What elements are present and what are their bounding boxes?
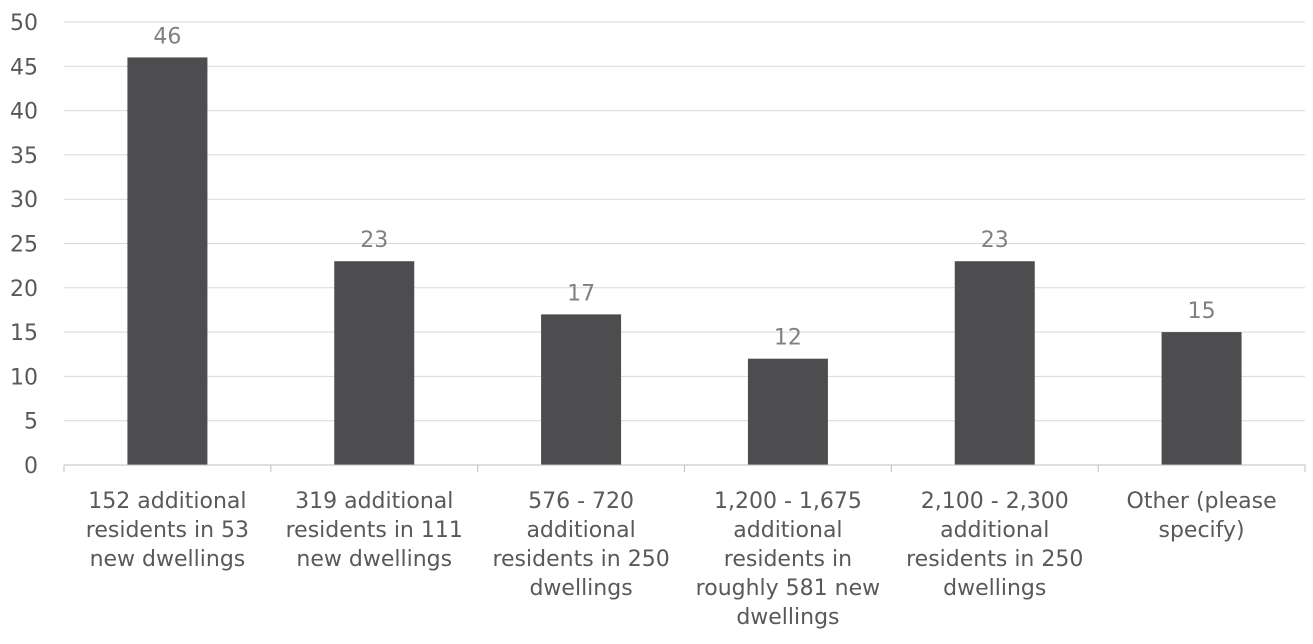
data-label: 12	[774, 326, 802, 351]
category-label-line: 319 additional	[295, 489, 453, 514]
category-label-line: residents in	[724, 547, 852, 572]
category-label-line: specify)	[1159, 518, 1245, 543]
y-axis-ticks: 0 5 10 15 20 25 30 35 40 45 50	[10, 11, 38, 479]
bar-6[interactable]	[1161, 332, 1242, 465]
bars	[127, 57, 1242, 465]
y-tick-label: 0	[24, 454, 38, 479]
category-label-line: residents in 111	[286, 518, 463, 543]
bar-1[interactable]	[127, 57, 208, 465]
data-label: 46	[153, 24, 181, 49]
category-label-line: new dwellings	[90, 547, 246, 572]
bar-5[interactable]	[954, 261, 1035, 465]
data-label: 15	[1188, 299, 1216, 324]
y-tick-label: 35	[10, 144, 38, 169]
data-label: 17	[567, 281, 595, 306]
category-label-line: new dwellings	[296, 547, 452, 572]
y-tick-label: 50	[10, 11, 38, 36]
bar-4[interactable]	[747, 358, 828, 465]
category-label-line: residents in 250	[906, 547, 1083, 572]
gridlines	[64, 21, 1305, 422]
data-label: 23	[360, 228, 388, 253]
y-tick-label: 40	[10, 100, 38, 125]
category-label-line: additional	[940, 518, 1049, 543]
category-label: 319 additional residents in 111 new dwelli…	[286, 489, 463, 572]
y-tick-label: 15	[10, 321, 38, 346]
category-label-line: additional	[733, 518, 842, 543]
y-tick-label: 45	[10, 55, 38, 80]
category-label: 576 - 720 additional residents in 250 dwell…	[492, 489, 669, 601]
category-label-line: roughly 581 new	[696, 576, 880, 601]
category-label: 1,200 - 1,675 additional residents in rough…	[696, 489, 880, 630]
category-label-line: residents in 53	[86, 518, 249, 543]
y-tick-label: 10	[10, 365, 38, 390]
bar-2[interactable]	[334, 261, 415, 465]
category-label-line: 576 - 720	[528, 489, 634, 514]
x-axis	[63, 464, 1306, 472]
category-label-line: Other (please	[1127, 489, 1277, 514]
category-labels: 152 additional residents in 53 new dwellin…	[86, 489, 1277, 630]
category-label-line: dwellings	[529, 576, 632, 601]
category-label: Other (please specify)	[1127, 489, 1277, 543]
category-label: 2,100 - 2,300 additional residents in 250 d…	[906, 489, 1083, 601]
y-tick-label: 20	[10, 277, 38, 302]
category-label-line: 2,100 - 2,300	[921, 489, 1069, 514]
y-tick-label: 25	[10, 233, 38, 258]
data-label: 23	[981, 228, 1009, 253]
category-label-line: additional	[526, 518, 635, 543]
category-label-line: dwellings	[943, 576, 1046, 601]
category-label-line: dwellings	[736, 605, 839, 630]
category-label-line: 152 additional	[88, 489, 246, 514]
data-labels: 46 23 17 12 23 15	[153, 24, 1215, 350]
category-label-line: residents in 250	[492, 547, 669, 572]
y-tick-label: 30	[10, 188, 38, 213]
y-tick-label: 5	[24, 410, 38, 435]
category-label: 152 additional residents in 53 new dwellin…	[86, 489, 249, 572]
bar-3[interactable]	[541, 314, 622, 465]
category-label-line: 1,200 - 1,675	[714, 489, 862, 514]
